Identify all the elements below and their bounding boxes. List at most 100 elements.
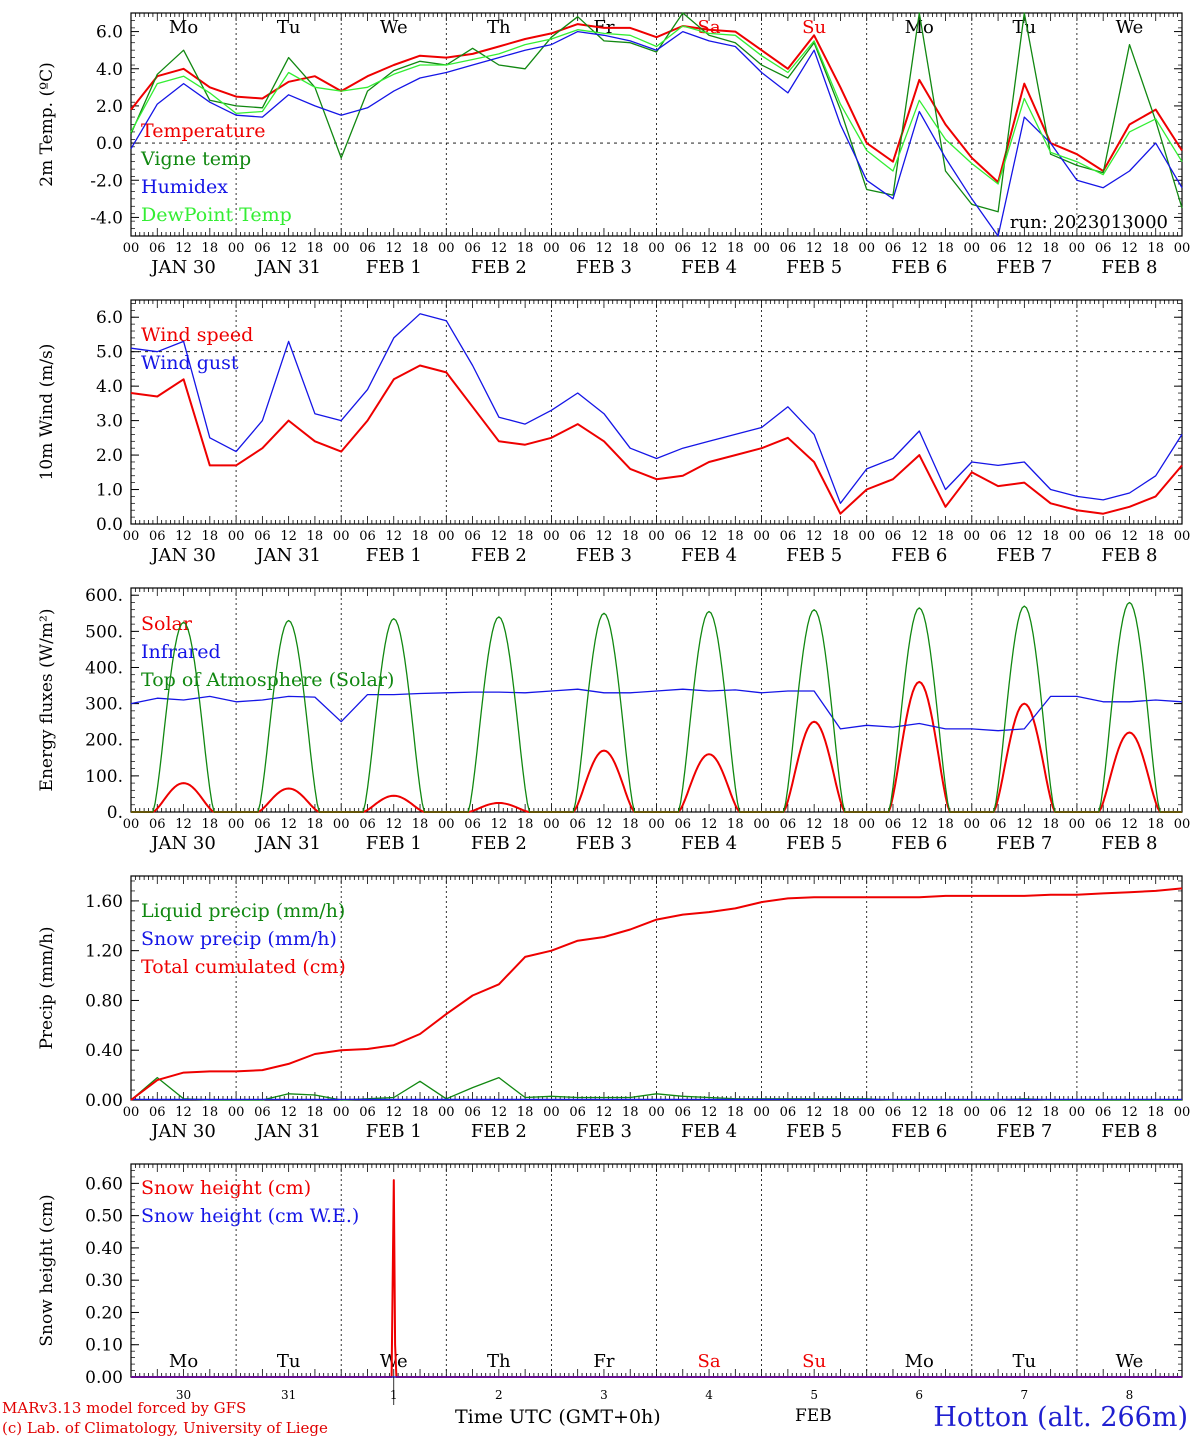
hour-tick-label: 00 [964,1105,981,1120]
hour-tick-label: 06 [464,1105,481,1120]
hour-tick-label: 18 [517,241,534,256]
hour-tick-label: 18 [1042,1105,1059,1120]
legend-entry: Infrared [141,641,221,663]
weekday-label: Sa [698,17,721,38]
hour-tick-label: 00 [1174,817,1191,832]
legend-entry: Top of Atmosphere (Solar) [141,669,394,691]
weekday-label: Tu [277,17,301,38]
y-axis-label: Snow height (cm) [37,1194,57,1346]
date-label: JAN 31 [254,257,321,278]
hour-tick-label: 18 [727,817,744,832]
hour-tick-label: 12 [491,1105,508,1120]
y-tick-label: 0.10 [85,1336,123,1356]
date-label: FEB 5 [786,545,842,566]
hour-tick-label: 18 [1042,817,1059,832]
y-tick-label: -4.0 [90,208,123,228]
hour-tick-label: 12 [806,529,823,544]
hour-tick-label: 12 [701,241,718,256]
date-label: JAN 30 [149,545,216,566]
y-tick-label: 0.40 [85,1041,123,1061]
y-axis-label: Energy fluxes (W/m²) [37,609,57,792]
date-label: FEB 1 [366,257,422,278]
series-line-total-cumulated-cm- [130,887,1183,1101]
y-tick-label: 6.0 [96,308,123,328]
y-tick-label: 1.60 [85,892,123,912]
day-number-label: 30 [176,1388,191,1402]
series-line-infrared [130,688,1183,732]
hour-tick-label: 18 [412,817,429,832]
hour-tick-label: 18 [937,529,954,544]
hour-tick-label: 00 [753,1105,770,1120]
legend-entry: Wind speed [141,324,253,346]
date-label: FEB 3 [576,1121,632,1142]
weekday-label: Mo [905,17,934,38]
weekday-label: Th [487,1351,511,1372]
date-label: FEB 3 [576,833,632,854]
hour-tick-label: 00 [228,1105,245,1120]
hour-tick-label: 00 [1069,817,1086,832]
time-axis-label: Time UTC (GMT+0h) [455,1406,661,1428]
hour-tick-label: 18 [202,529,219,544]
panel-1: 6.0 4.0 2.0 0.0 -2.0 -4.0 2m Temp. (ºC) 00 06 12 1… [37,12,1190,278]
hour-tick-label: 12 [280,1105,297,1120]
hour-tick-label: 12 [1016,1105,1033,1120]
date-label: FEB 2 [471,545,527,566]
date-label: JAN 30 [149,833,216,854]
weekday-label: Tu [277,1351,301,1372]
hour-tick-label: 12 [280,817,297,832]
hour-tick-label: 12 [1016,529,1033,544]
y-tick-label: 100. [85,767,123,787]
date-label: FEB 4 [681,833,737,854]
hour-tick-label: 06 [990,817,1007,832]
panel-3: 600. 500. 400. 300. 200. 100. 0. Energy fluxes … [37,586,1190,854]
y-tick-label: 0.30 [85,1271,123,1291]
hour-tick-label: 00 [333,817,350,832]
weekday-label: We [380,17,408,38]
date-label: FEB 8 [1101,257,1157,278]
hour-tick-label: 12 [701,1105,718,1120]
hour-tick-label: 12 [385,529,402,544]
y-tick-label: 0.50 [85,1207,123,1227]
date-label: FEB 4 [681,545,737,566]
y-tick-label: 0.00 [85,1091,123,1111]
hour-tick-label: 12 [1016,817,1033,832]
hour-tick-label: 18 [307,529,324,544]
hour-tick-label: 06 [149,1105,166,1120]
hour-tick-label: 18 [517,529,534,544]
weekday-label: We [1116,17,1144,38]
hour-tick-label: 06 [780,241,797,256]
hour-tick-label: 06 [675,529,692,544]
weekday-label: We [380,1351,408,1372]
hour-tick-label: 00 [648,529,665,544]
date-label: FEB 3 [576,257,632,278]
hour-tick-label: 12 [911,817,928,832]
legend-entry: Snow height (cm) [141,1177,311,1199]
hour-tick-label: 18 [937,1105,954,1120]
y-tick-label: 400. [85,658,123,678]
hour-tick-label: 12 [806,817,823,832]
hour-tick-label: 00 [1174,1105,1191,1120]
date-label: FEB 2 [471,257,527,278]
hour-tick-label: 12 [175,529,192,544]
y-tick-label: 1.20 [85,942,123,962]
y-axis-label: Precip (mm/h) [37,926,57,1049]
hour-tick-label: 18 [622,817,639,832]
hour-tick-label: 06 [780,529,797,544]
station-label: Hotton (alt. 266m) [933,1402,1188,1433]
hour-tick-label: 06 [990,1105,1007,1120]
date-label: FEB 7 [996,257,1052,278]
legend-entry: Temperature [141,120,265,142]
legend-entry: Snow height (cm W.E.) [141,1205,359,1227]
weekday-label: Mo [169,17,198,38]
hour-tick-label: 18 [832,817,849,832]
hour-tick-label: 12 [911,529,928,544]
day-number-label: 2 [495,1388,503,1402]
hour-tick-label: 18 [517,1105,534,1120]
hour-tick-label: 06 [885,529,902,544]
hour-tick-label: 12 [1121,1105,1138,1120]
panel-5: 0.60 0.50 0.40 0.30 0.20 0.10 0.00 Snow height … [37,1163,1183,1405]
hour-tick-label: 00 [858,241,875,256]
hour-tick-label: 06 [254,817,271,832]
hour-tick-label: 00 [858,529,875,544]
